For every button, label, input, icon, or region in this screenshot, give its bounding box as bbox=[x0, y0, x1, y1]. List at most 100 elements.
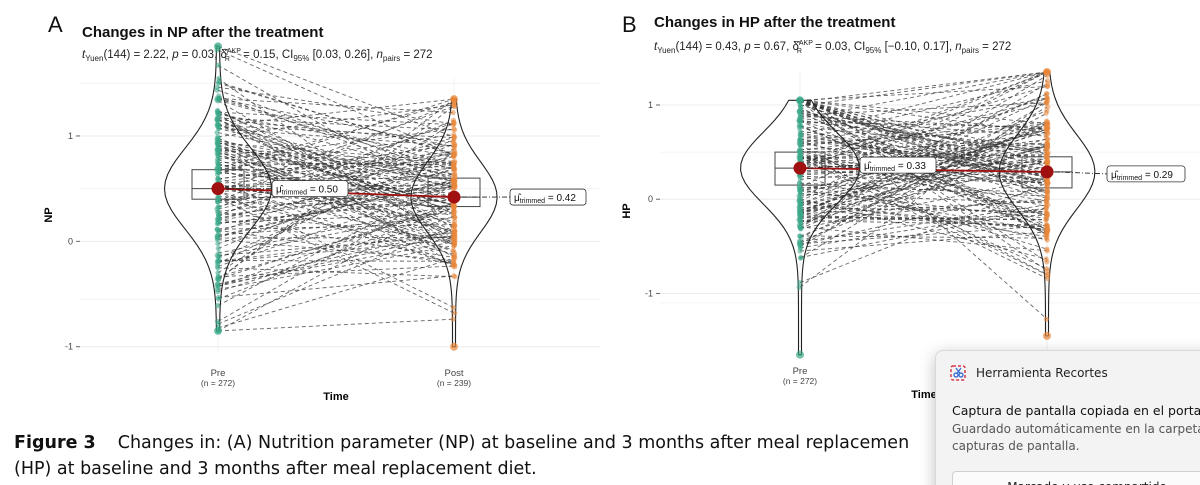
data-point-post bbox=[1043, 68, 1051, 76]
data-point-pre bbox=[215, 142, 221, 148]
data-point-post bbox=[1043, 110, 1049, 116]
data-point-pre bbox=[214, 326, 222, 335]
data-point-pre bbox=[214, 87, 220, 93]
paired-line bbox=[217, 98, 455, 166]
label-leader bbox=[1054, 171, 1108, 175]
trimmed-mean-label-box bbox=[1106, 165, 1186, 183]
data-point-pre bbox=[797, 218, 803, 224]
data-point-post bbox=[450, 316, 456, 322]
paired-line bbox=[217, 207, 455, 278]
paired-line bbox=[217, 110, 455, 229]
snipping-tool-notification[interactable]: Herramienta Recortes Captura de pantalla… bbox=[935, 350, 1200, 485]
data-point-post bbox=[1044, 136, 1050, 142]
paired-line bbox=[217, 144, 455, 206]
paired-lines bbox=[799, 71, 1048, 320]
data-point-pre bbox=[215, 245, 221, 252]
data-point-pre bbox=[215, 281, 221, 287]
paired-line bbox=[799, 160, 1048, 176]
paired-line bbox=[217, 138, 455, 212]
hp-chart: -1 0 1 HP μ̂trimmed = 0.33 μ̂trimmed = 0.29 Pr… bbox=[621, 68, 1200, 401]
paired-line bbox=[217, 104, 455, 138]
paired-line bbox=[799, 226, 1048, 252]
trimmed-mean-label-box bbox=[271, 180, 349, 198]
paired-line bbox=[799, 108, 1048, 194]
data-point-post bbox=[1045, 158, 1051, 164]
paired-line bbox=[217, 110, 455, 215]
data-point-post bbox=[1044, 95, 1050, 102]
paired-line bbox=[799, 99, 1048, 180]
markup-and-share-button[interactable]: Marcado y uso compartido bbox=[952, 471, 1200, 485]
paired-line bbox=[217, 187, 455, 192]
y-tick-label: -1 bbox=[65, 342, 73, 352]
data-point-pre bbox=[214, 198, 221, 205]
data-point-pre bbox=[797, 245, 803, 251]
paired-line bbox=[217, 152, 455, 202]
paired-line bbox=[217, 139, 455, 257]
paired-line bbox=[799, 148, 1048, 215]
paired-line bbox=[217, 186, 455, 245]
paired-line bbox=[799, 182, 1048, 197]
gridlines bbox=[660, 72, 1200, 350]
data-point-pre bbox=[216, 255, 222, 261]
paired-line bbox=[799, 158, 1048, 182]
paired-line bbox=[799, 142, 1048, 150]
y-axis-label: HP bbox=[621, 203, 633, 218]
paired-line bbox=[217, 318, 455, 332]
paired-line bbox=[799, 124, 1048, 230]
paired-line bbox=[217, 77, 455, 247]
data-points bbox=[796, 68, 1051, 359]
panel-title: Changes in NP after the treatment bbox=[82, 24, 324, 41]
trimmed-mean-label: μ̂trimmed = 0.33 bbox=[864, 160, 926, 173]
paired-line bbox=[799, 118, 1048, 137]
data-point-pre bbox=[797, 132, 803, 138]
paired-line bbox=[799, 75, 1048, 227]
panel-stats: tYuen(144) = 2.22, p = 0.03, δ̂AKPR = 0.… bbox=[82, 48, 433, 64]
data-point-pre bbox=[214, 236, 221, 243]
paired-line bbox=[217, 182, 455, 202]
trimmed-mean-point bbox=[1040, 165, 1054, 179]
data-point-post bbox=[451, 127, 458, 133]
paired-line bbox=[799, 102, 1048, 116]
paired-line bbox=[799, 217, 1048, 221]
paired-line bbox=[217, 197, 455, 255]
paired-line bbox=[799, 235, 1048, 239]
paired-line bbox=[799, 193, 1048, 204]
paired-line bbox=[217, 119, 455, 235]
paired-line bbox=[799, 99, 1048, 192]
paired-line bbox=[799, 140, 1048, 216]
paired-line bbox=[217, 167, 455, 188]
paired-line bbox=[217, 185, 455, 212]
paired-line bbox=[799, 175, 1048, 184]
data-point-pre bbox=[797, 115, 803, 122]
x-tick-label: Pre bbox=[211, 368, 226, 379]
paired-line bbox=[799, 208, 1048, 230]
paired-line bbox=[799, 169, 1048, 184]
paired-line bbox=[799, 99, 1048, 198]
paired-line bbox=[799, 231, 1048, 252]
paired-line bbox=[217, 216, 455, 293]
panel-letter: B bbox=[622, 12, 637, 37]
paired-line bbox=[217, 197, 455, 314]
paired-line bbox=[217, 230, 455, 285]
paired-line bbox=[799, 154, 1048, 159]
trimmed-mean-label-box bbox=[509, 188, 587, 206]
paired-line bbox=[217, 200, 455, 332]
data-point-post bbox=[452, 262, 458, 268]
data-point-post bbox=[1044, 141, 1050, 147]
paired-line bbox=[217, 267, 455, 278]
data-point-pre bbox=[798, 255, 804, 261]
data-point-pre bbox=[214, 221, 220, 227]
paired-line bbox=[217, 105, 455, 192]
data-point-post bbox=[1043, 217, 1049, 223]
paired-line bbox=[217, 265, 455, 278]
x-tick-label: Post bbox=[444, 368, 463, 379]
paired-line bbox=[217, 144, 455, 180]
paired-line bbox=[799, 127, 1048, 212]
data-point-pre bbox=[214, 121, 221, 127]
data-point-pre bbox=[214, 42, 222, 51]
paired-line bbox=[217, 224, 455, 230]
data-point-pre bbox=[215, 270, 221, 276]
paired-line bbox=[217, 245, 455, 290]
paired-line bbox=[799, 207, 1048, 249]
data-point-pre bbox=[797, 196, 803, 202]
